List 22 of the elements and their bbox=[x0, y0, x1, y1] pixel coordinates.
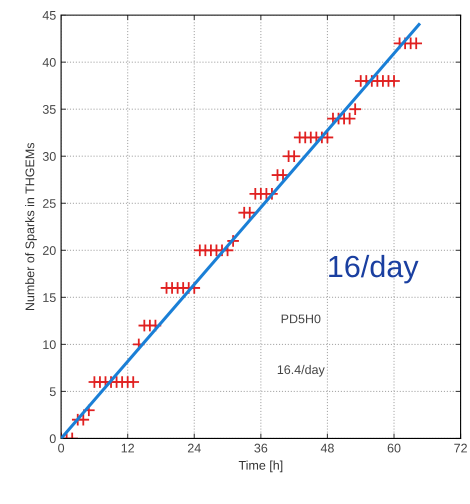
y-tick-label: 10 bbox=[43, 340, 56, 350]
x-axis-title: Time [h] bbox=[238, 460, 282, 472]
y-tick-label: 15 bbox=[43, 293, 56, 302]
y-tick-label: 45 bbox=[42, 11, 56, 20]
x-tick-label: 60 bbox=[388, 444, 400, 453]
annotation: 16/day bbox=[329, 254, 419, 284]
y-tick-label: 40 bbox=[42, 58, 56, 67]
annotation: PD5H0 bbox=[282, 314, 320, 324]
x-tick-label: 48 bbox=[320, 444, 334, 453]
y-axis-title: Number of Sparks in THGEMs bbox=[25, 142, 37, 310]
y-tick-label: 25 bbox=[42, 199, 56, 208]
y-tick-label: 30 bbox=[42, 152, 56, 161]
y-tick-label: 20 bbox=[42, 246, 56, 255]
x-tick-label: 72 bbox=[454, 444, 467, 452]
x-tick-label: 36 bbox=[254, 444, 268, 453]
y-tick-label: 35 bbox=[42, 105, 56, 114]
x-tick-label: 24 bbox=[188, 444, 201, 452]
x-tick-label: 0 bbox=[58, 444, 64, 453]
x-tick-label: 12 bbox=[122, 444, 134, 452]
annotation: 16.4/day bbox=[278, 364, 325, 377]
y-tick-label: 5 bbox=[50, 387, 56, 396]
y-tick-label: 0 bbox=[50, 434, 56, 444]
